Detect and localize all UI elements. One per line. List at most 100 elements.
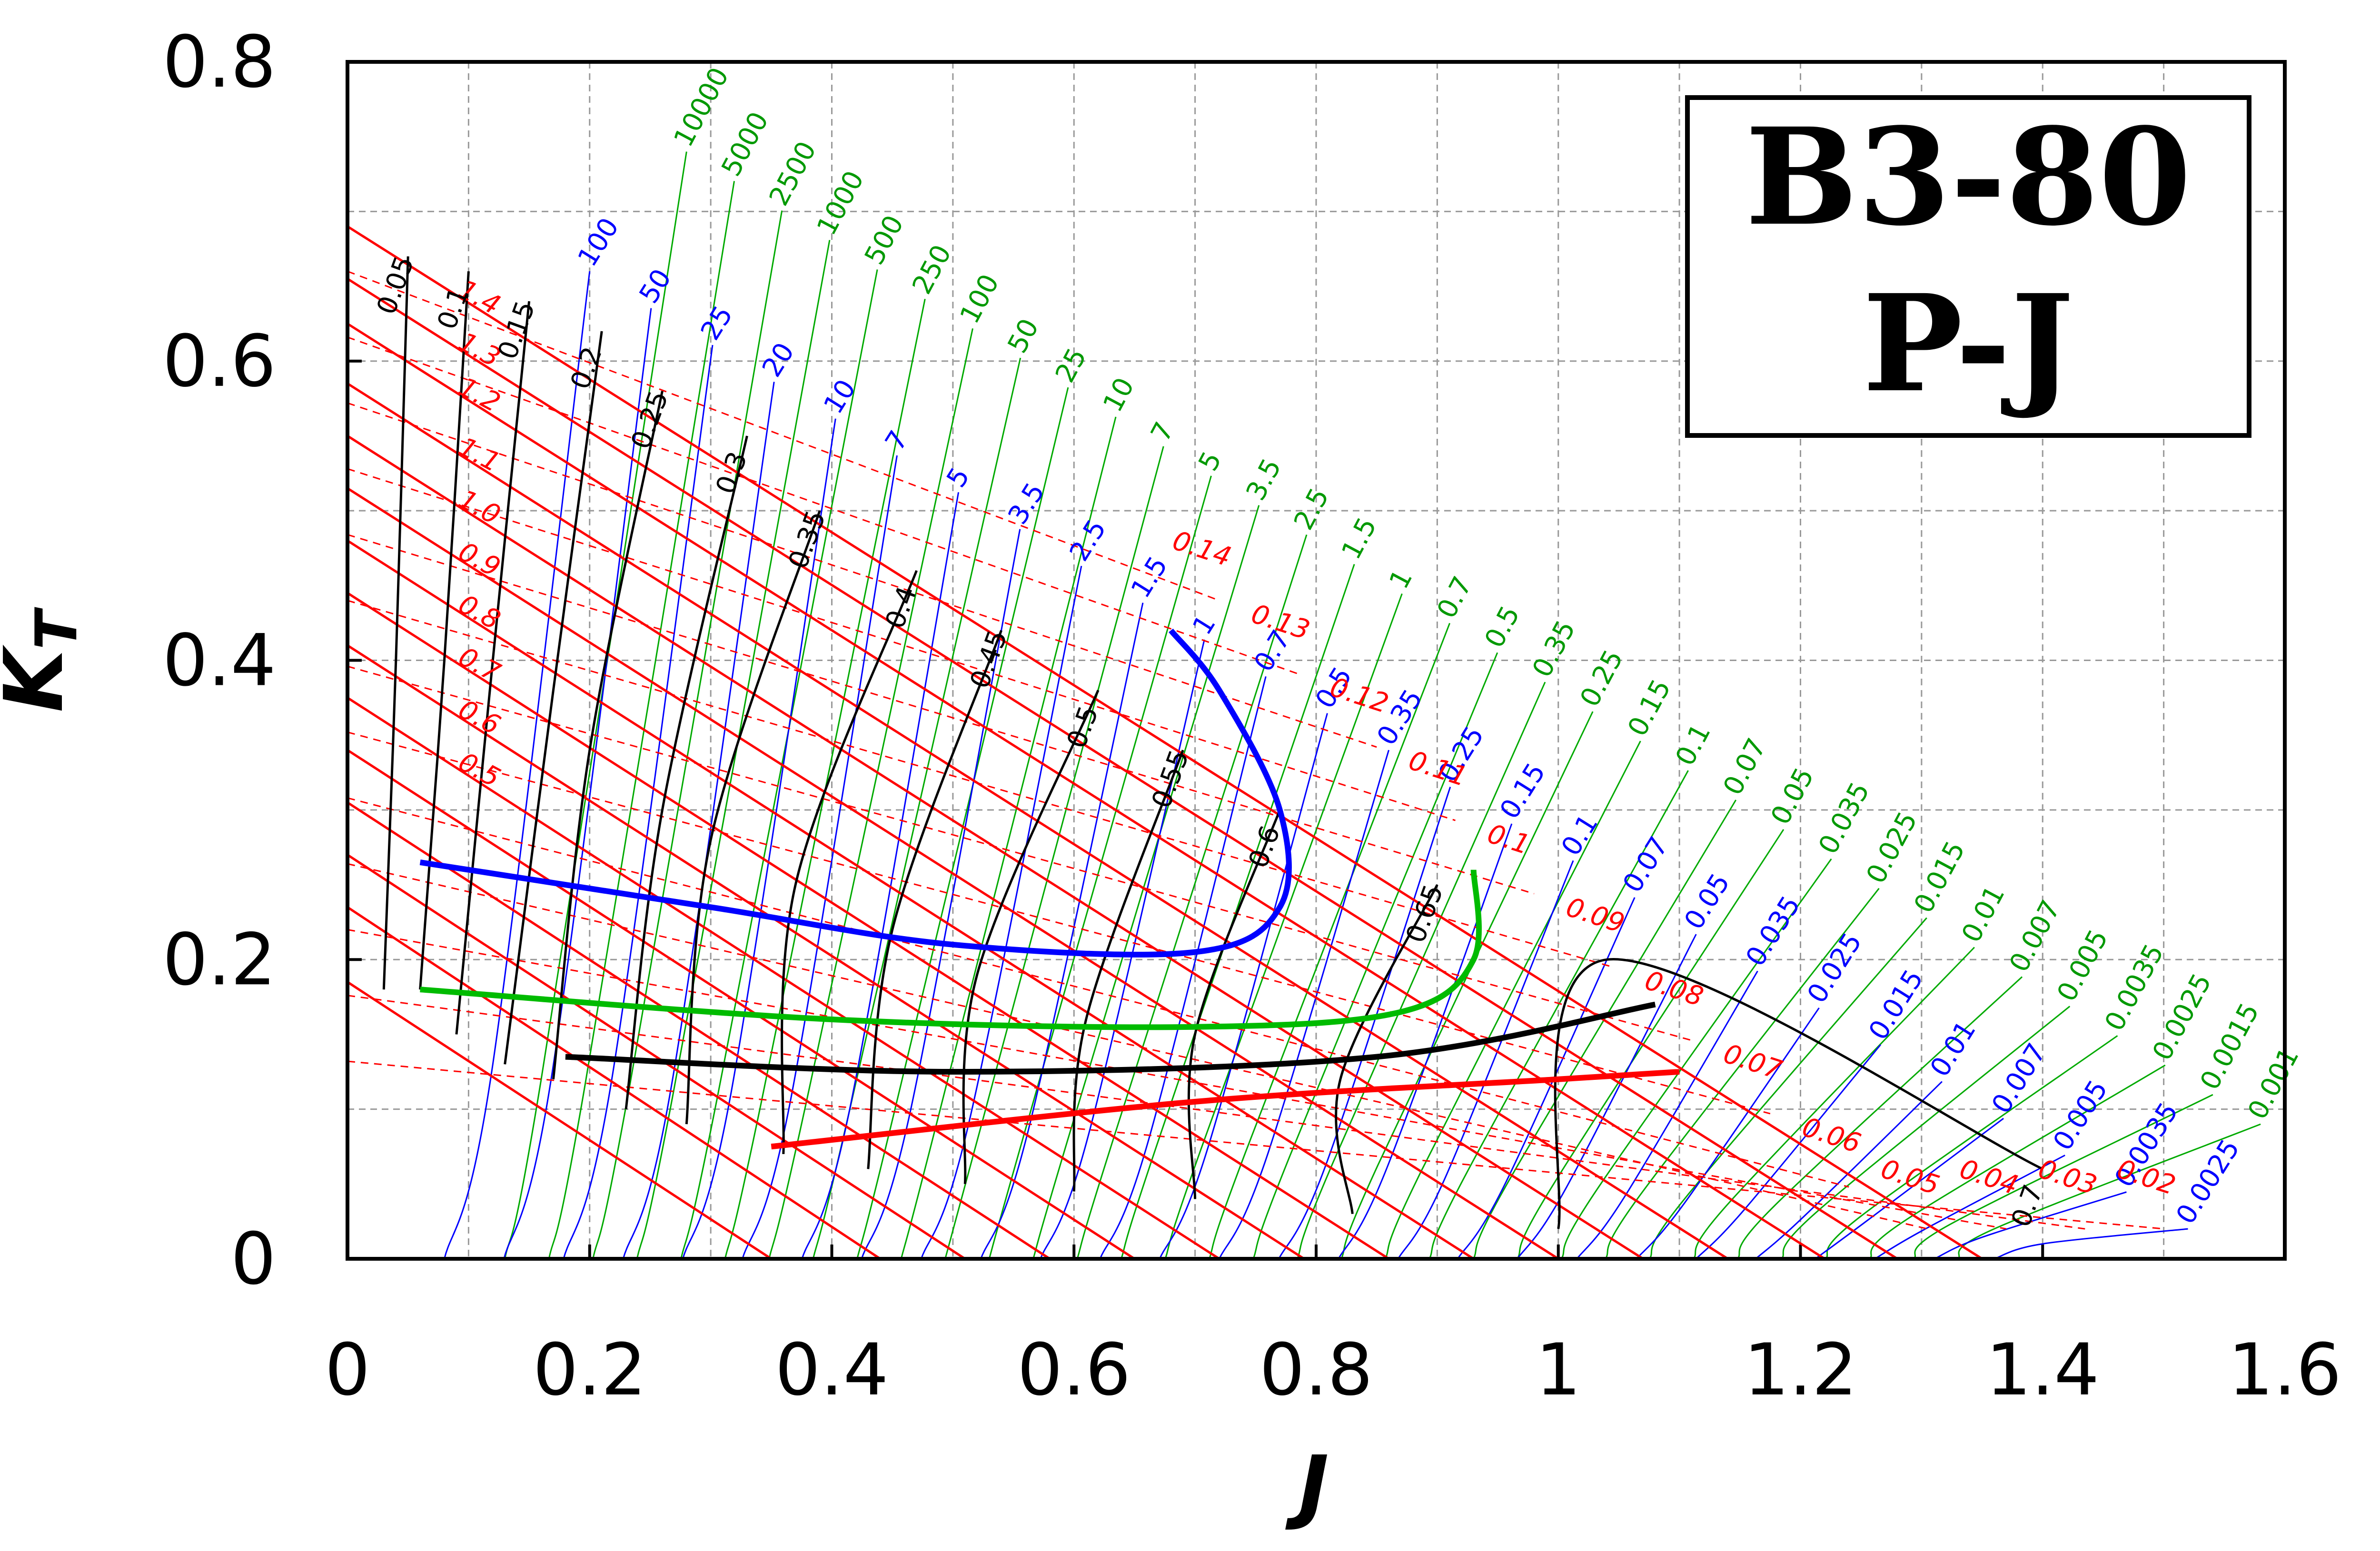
bp-curve bbox=[622, 382, 775, 1259]
kq10-line bbox=[347, 336, 1299, 675]
y-axis-label: KT bbox=[0, 607, 90, 712]
efficiency-curve bbox=[504, 331, 603, 1065]
x-tick-label: 1.2 bbox=[1744, 1329, 1857, 1412]
pitch-ratio-line bbox=[347, 435, 1644, 1260]
x-tick-label: 0.4 bbox=[775, 1329, 889, 1412]
kq10-line bbox=[347, 731, 1771, 1115]
y-tick-label: 0.2 bbox=[162, 919, 276, 1001]
delta-curve bbox=[988, 475, 1212, 1259]
optimum-bp-curve bbox=[419, 628, 1292, 958]
bp-curve bbox=[1040, 639, 1205, 1259]
x-tick-label: 1.4 bbox=[1986, 1329, 2100, 1412]
kq10-line bbox=[347, 468, 1456, 821]
bp-curve bbox=[1278, 787, 1451, 1259]
pitch-ratio-lines bbox=[347, 225, 2164, 1260]
pitch-ratio-line bbox=[347, 981, 772, 1260]
kq10-line bbox=[347, 929, 2007, 1230]
bp-curves bbox=[444, 271, 2188, 1260]
efficiency-curve bbox=[867, 630, 1002, 1169]
bp-curve bbox=[1338, 823, 1513, 1259]
bp-curve bbox=[1874, 1155, 2065, 1260]
kq10-line bbox=[347, 863, 1928, 1230]
delta-curve bbox=[1297, 682, 1546, 1259]
bp-curve bbox=[1159, 713, 1328, 1259]
optimum-curves bbox=[419, 628, 1680, 1150]
kq10-line bbox=[347, 270, 1220, 602]
pitch-ratio-line bbox=[347, 749, 1135, 1260]
optimum-pitch-curve bbox=[771, 1069, 1680, 1150]
delta-curve bbox=[1385, 741, 1641, 1259]
delta-curve bbox=[504, 151, 687, 1259]
delta-curve bbox=[1957, 1123, 2261, 1260]
bp-curve bbox=[1397, 860, 1574, 1259]
bp-curve bbox=[1099, 676, 1267, 1259]
delta-curve bbox=[1428, 770, 1689, 1259]
delta-curve bbox=[1209, 622, 1450, 1259]
kq10-line bbox=[347, 1060, 2164, 1230]
x-tick-label: 1 bbox=[1536, 1329, 1581, 1412]
y-tick-label: 0.4 bbox=[162, 620, 276, 702]
axis-ticks: 0 0.2 0.4 0.6 0.8 1 1.2 1.4 1.6 0 0.2 0.4 0.6 0.8 bbox=[162, 21, 2341, 1412]
bp-curve bbox=[980, 603, 1144, 1259]
bp-curve bbox=[1576, 970, 1758, 1259]
kq10-line bbox=[347, 797, 1849, 1188]
delta-curve bbox=[592, 210, 783, 1259]
delta-curve bbox=[636, 240, 831, 1259]
pitch-ratio-line bbox=[347, 323, 1825, 1260]
delta-curve bbox=[768, 328, 973, 1259]
delta-curve bbox=[944, 446, 1164, 1259]
delta-curve bbox=[1252, 652, 1498, 1259]
delta-curve bbox=[680, 269, 878, 1259]
delta-curve bbox=[1869, 1064, 2166, 1260]
plot-frame bbox=[346, 60, 2287, 1261]
bp-curve bbox=[682, 418, 836, 1259]
efficiency-curve bbox=[962, 690, 1100, 1184]
delta-curve bbox=[900, 416, 1117, 1259]
kq10-line bbox=[347, 665, 1692, 1041]
efficiency-curve bbox=[382, 256, 409, 990]
bp-curve bbox=[503, 308, 652, 1259]
bp-curve bbox=[1815, 1117, 2004, 1260]
kq10-line bbox=[347, 533, 1535, 895]
efficiency-curve bbox=[625, 435, 748, 1109]
efficiency-curves bbox=[382, 256, 2043, 1229]
bp-curve bbox=[444, 271, 591, 1259]
title-frame bbox=[1685, 95, 2251, 438]
efficiency-curve bbox=[552, 391, 664, 1080]
y-axis-label-main: K bbox=[0, 644, 81, 712]
pitch-ratio-line bbox=[347, 592, 1389, 1260]
optimum-eta-curve bbox=[565, 1001, 1656, 1075]
delta-curve bbox=[1913, 1094, 2213, 1260]
delta-curve bbox=[1737, 976, 2023, 1259]
title-line-2: P-J bbox=[1863, 266, 2074, 422]
pitch-ratio-line bbox=[347, 854, 966, 1260]
delta-curve bbox=[1605, 888, 1880, 1259]
bp-curve bbox=[801, 492, 960, 1259]
delta-curves bbox=[504, 151, 2261, 1260]
x-tick-label: 1.6 bbox=[2228, 1329, 2342, 1412]
y-axis-label-sub: T bbox=[24, 607, 90, 650]
title-line-1: B3-80 bbox=[1745, 99, 2191, 256]
delta-curve bbox=[1517, 829, 1785, 1259]
bp-curve bbox=[1994, 1228, 2188, 1260]
efficiency-curve bbox=[1072, 750, 1184, 1192]
pitch-ratio-line bbox=[347, 225, 1983, 1260]
x-tick-label: 0.8 bbox=[1259, 1329, 1373, 1412]
bp-curve bbox=[1457, 897, 1636, 1259]
x-tick-label: 0.6 bbox=[1017, 1329, 1131, 1412]
pitch-ratio-line bbox=[347, 277, 1898, 1260]
y-tick-label: 0.8 bbox=[162, 21, 276, 104]
pitch-ratio-line bbox=[347, 801, 1051, 1260]
efficiency-curve bbox=[1554, 958, 2043, 1229]
bp-curve bbox=[1934, 1191, 2127, 1260]
delta-curve bbox=[1121, 564, 1355, 1259]
delta-curve bbox=[812, 357, 1021, 1259]
pitch-ratio-line bbox=[347, 539, 1475, 1260]
kq10-line bbox=[347, 402, 1377, 748]
x-tick-label: 0 bbox=[325, 1329, 370, 1412]
delta-curve bbox=[1693, 947, 1975, 1259]
bp-curve bbox=[861, 529, 1021, 1259]
delta-curve bbox=[1561, 858, 1832, 1259]
efficiency-curve bbox=[781, 570, 918, 1155]
